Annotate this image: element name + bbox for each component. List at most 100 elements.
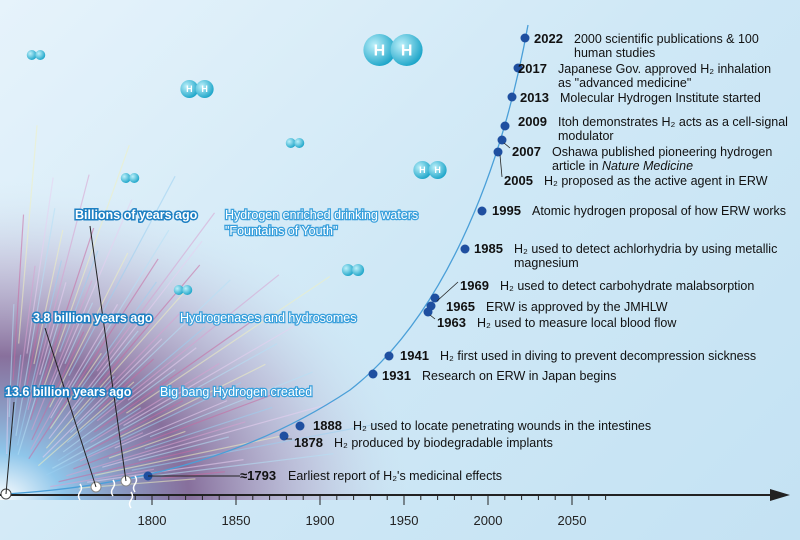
light-ray [39, 282, 67, 375]
light-ray [58, 447, 201, 483]
light-ray [94, 320, 252, 433]
light-ray [73, 388, 288, 470]
light-ray [17, 312, 63, 455]
event-year: 2005 [504, 173, 533, 188]
timeline-event: 2017 Japanese Gov. approved H₂ inhalation… [513, 61, 771, 90]
hydrogen-atom [180, 80, 199, 98]
atom-label: H [419, 165, 426, 175]
hydrogen-atom [390, 34, 423, 66]
light-ray [15, 208, 56, 436]
light-ray [96, 212, 216, 372]
timeline-event: 1963 H₂ used to measure local blood flow [423, 307, 677, 330]
axis-break-icon [110, 479, 116, 497]
timeline-event: 2005 H₂ proposed as the active agent in E… [493, 147, 768, 188]
hydrogen-molecules: H H H H H H [26, 34, 447, 295]
event-year: 1985 [474, 241, 503, 256]
era-leader-line [89, 225, 127, 482]
event-description: magnesium [514, 256, 579, 270]
hydrogen-atom [413, 161, 432, 179]
event-description: Japanese Gov. approved H₂ inhalation [558, 62, 771, 76]
era-leader-line [44, 327, 97, 488]
light-ray [33, 229, 64, 365]
hydrogen-atom [26, 50, 37, 60]
light-ray [59, 250, 99, 353]
light-ray [16, 260, 63, 446]
light-ray [30, 380, 71, 450]
light-ray [49, 352, 102, 429]
hydrogen-atom [341, 264, 354, 276]
event-year: 1878 [294, 435, 323, 450]
light-ray [66, 421, 246, 477]
light-ray [48, 240, 203, 440]
hydrogen-atom [363, 34, 396, 66]
event-year: 2009 [518, 114, 547, 129]
timeline-event: 1965 ERW is approved by the JMHLW [426, 299, 668, 314]
era-labels: Billions of years ago Hydrogen enriched d… [0, 207, 419, 500]
light-ray [98, 264, 201, 385]
light-ray [72, 330, 139, 412]
h2-molecule-icon [26, 50, 46, 60]
event-dot [520, 33, 530, 43]
hydrogen-atom [428, 161, 447, 179]
light-ray [69, 279, 231, 433]
light-ray [72, 281, 157, 400]
light-ray [31, 280, 93, 431]
event-dot [460, 244, 470, 254]
light-ray [37, 381, 135, 467]
timeline-event: 1941 H₂ first used in diving to prevent d… [384, 348, 756, 363]
event-description: as "advanced medicine" [558, 76, 691, 90]
hydrogen-atom [182, 285, 193, 295]
timeline-event: 2007 Oshawa published pioneering hydrogen… [497, 135, 772, 173]
light-ray [42, 338, 163, 458]
h2-molecule-icon [341, 264, 365, 276]
event-leader-line [436, 281, 459, 302]
event-dot [493, 147, 503, 157]
timeline-event: ≈1793 Earliest report of H₂'s medicinal e… [143, 468, 502, 483]
light-ray [96, 274, 280, 422]
light-ray [68, 175, 176, 376]
era-leader-line [5, 401, 15, 495]
era-description: "Fountains of Youth" [225, 224, 337, 238]
h2-molecule-icon [285, 138, 305, 148]
journal-name: Nature Medicine [602, 159, 693, 173]
event-dot [513, 63, 523, 73]
hydrogen-atom [352, 264, 365, 276]
timeline-event: 2013 Molecular Hydrogen Institute started [507, 90, 761, 105]
event-leader-line [429, 314, 436, 320]
event-description: Research on ERW in Japan begins [422, 369, 616, 383]
event-year: 1969 [460, 278, 489, 293]
event-year: 1931 [382, 368, 411, 383]
event-description: H₂ used to detect achlorhydria by using … [514, 242, 777, 256]
event-description: H₂ used to locate penetrating wounds in … [353, 419, 651, 433]
era-time: Billions of years ago [75, 208, 198, 222]
axis-breaks [77, 475, 138, 509]
light-ray [50, 304, 119, 419]
event-dot [368, 369, 378, 379]
event-description: 2000 scientific publications & 100 [574, 32, 759, 46]
light-ray [102, 402, 334, 468]
event-description: H₂ proposed as the active agent in ERW [544, 174, 768, 188]
event-description: Earliest report of H₂'s medicinal effect… [288, 469, 502, 483]
light-ray [131, 422, 380, 471]
hydrogen-atom [35, 50, 46, 60]
light-ray [71, 375, 115, 423]
event-leader-line [503, 142, 511, 149]
event-year: 1963 [437, 315, 466, 330]
axis-tick-label: 1800 [138, 513, 167, 528]
hydrogen-atom [120, 173, 131, 183]
event-description: human studies [574, 46, 655, 60]
event-year: 2017 [518, 61, 547, 76]
timeline-event: 1969 H₂ used to detect carbohydrate malab… [430, 278, 754, 303]
light-ray [45, 291, 186, 449]
light-ray [8, 304, 15, 418]
light-ray [29, 227, 95, 421]
era-time: 13.6 billion years ago [5, 385, 132, 399]
light-ray [6, 394, 9, 455]
event-description: modulator [558, 129, 614, 143]
timeline-event: 2022 2000 scientific publications & 100hu… [520, 31, 759, 60]
event-description: Atomic hydrogen proposal of how ERW work… [532, 204, 786, 218]
event-dot [477, 206, 487, 216]
